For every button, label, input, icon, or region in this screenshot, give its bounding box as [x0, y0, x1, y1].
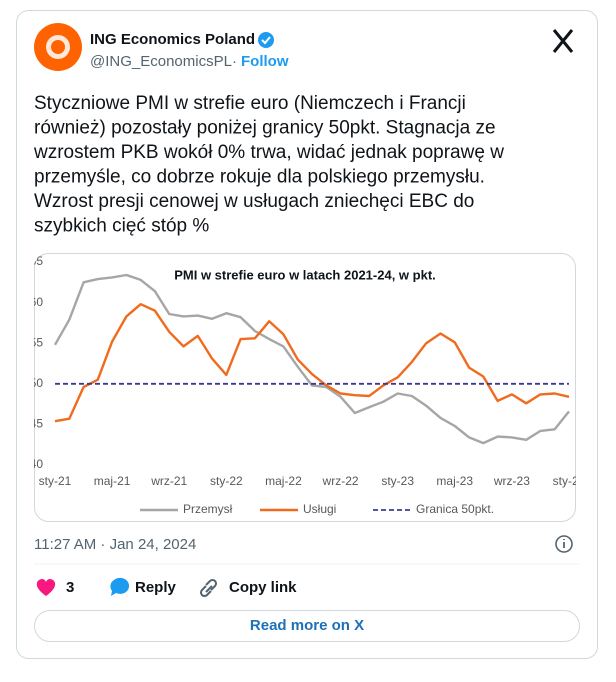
x-tick-label: maj-21 [94, 474, 131, 488]
tweet-text-line: szybkich cięć stóp % [34, 216, 209, 237]
x-tick-label: maj-23 [436, 474, 473, 488]
follow-link[interactable]: Follow [241, 53, 289, 70]
x-tick-label: sty-24 [553, 474, 586, 488]
read-more-label[interactable]: Read more on X [250, 617, 364, 634]
data-line [54, 303, 570, 423]
chart-title: PMI w strefie euro w latach 2021-24, w p… [174, 267, 436, 282]
like-icon[interactable] [36, 578, 56, 596]
tweet-text-line: wzrostem PKB wokół 0% trwa, widać jednak… [33, 142, 504, 163]
timestamp[interactable]: 11:27 AM · Jan 24, 2024 [34, 536, 196, 553]
legend-label: Granica 50pkt. [416, 502, 494, 516]
like-count: 3 [66, 579, 74, 596]
separator: · [232, 53, 237, 70]
y-tick-label: 55 [30, 335, 44, 349]
y-tick-label: 45 [30, 417, 44, 431]
tweet-text-line: Styczniowe PMI w strefie euro (Niemczech… [34, 93, 466, 114]
link-icon[interactable] [199, 578, 218, 598]
y-tick-label: 60 [30, 295, 44, 309]
y-tick-label: 65 [30, 254, 44, 268]
y-tick-label: 40 [30, 457, 44, 471]
x-tick-label: maj-22 [265, 474, 302, 488]
x-tick-label: wrz-21 [150, 474, 187, 488]
x-logo[interactable] [552, 29, 574, 53]
avatar[interactable] [34, 23, 82, 71]
account-name[interactable]: ING Economics Poland [90, 31, 255, 48]
x-tick-label: sty-21 [39, 474, 72, 488]
x-tick-label: sty-22 [210, 474, 243, 488]
chart: PMI w strefie euro w latach 2021-24, w p… [30, 254, 586, 516]
x-tick-label: sty-23 [381, 474, 414, 488]
copy-link-button[interactable]: Copy link [229, 579, 297, 596]
tweet-text: Styczniowe PMI w strefie euro (Niemczech… [33, 93, 504, 237]
verified-badge [258, 32, 274, 48]
legend-label: Przemysł [183, 502, 233, 516]
reply-icon[interactable] [110, 577, 130, 596]
data-line [53, 273, 570, 445]
tweet-text-line: Wzrost presji cenowej w usługach zniechę… [34, 191, 474, 212]
read-more-button[interactable] [34, 610, 580, 642]
y-tick-label: 50 [30, 376, 44, 390]
media-frame[interactable] [34, 253, 576, 522]
x-tick-label: wrz-22 [322, 474, 359, 488]
legend-label: Usługi [303, 502, 336, 516]
account-handle[interactable]: @ING_EconomicsPL [90, 53, 232, 70]
x-tick-label: wrz-23 [493, 474, 530, 488]
info-icon[interactable] [555, 535, 573, 553]
tweet-text-line: również) pozostały poniżej granicy 50pkt… [34, 118, 496, 139]
tweet-text-line: przemyśle, co dobrze rokuje dla polskieg… [34, 167, 485, 188]
reply-button[interactable]: Reply [135, 579, 177, 596]
